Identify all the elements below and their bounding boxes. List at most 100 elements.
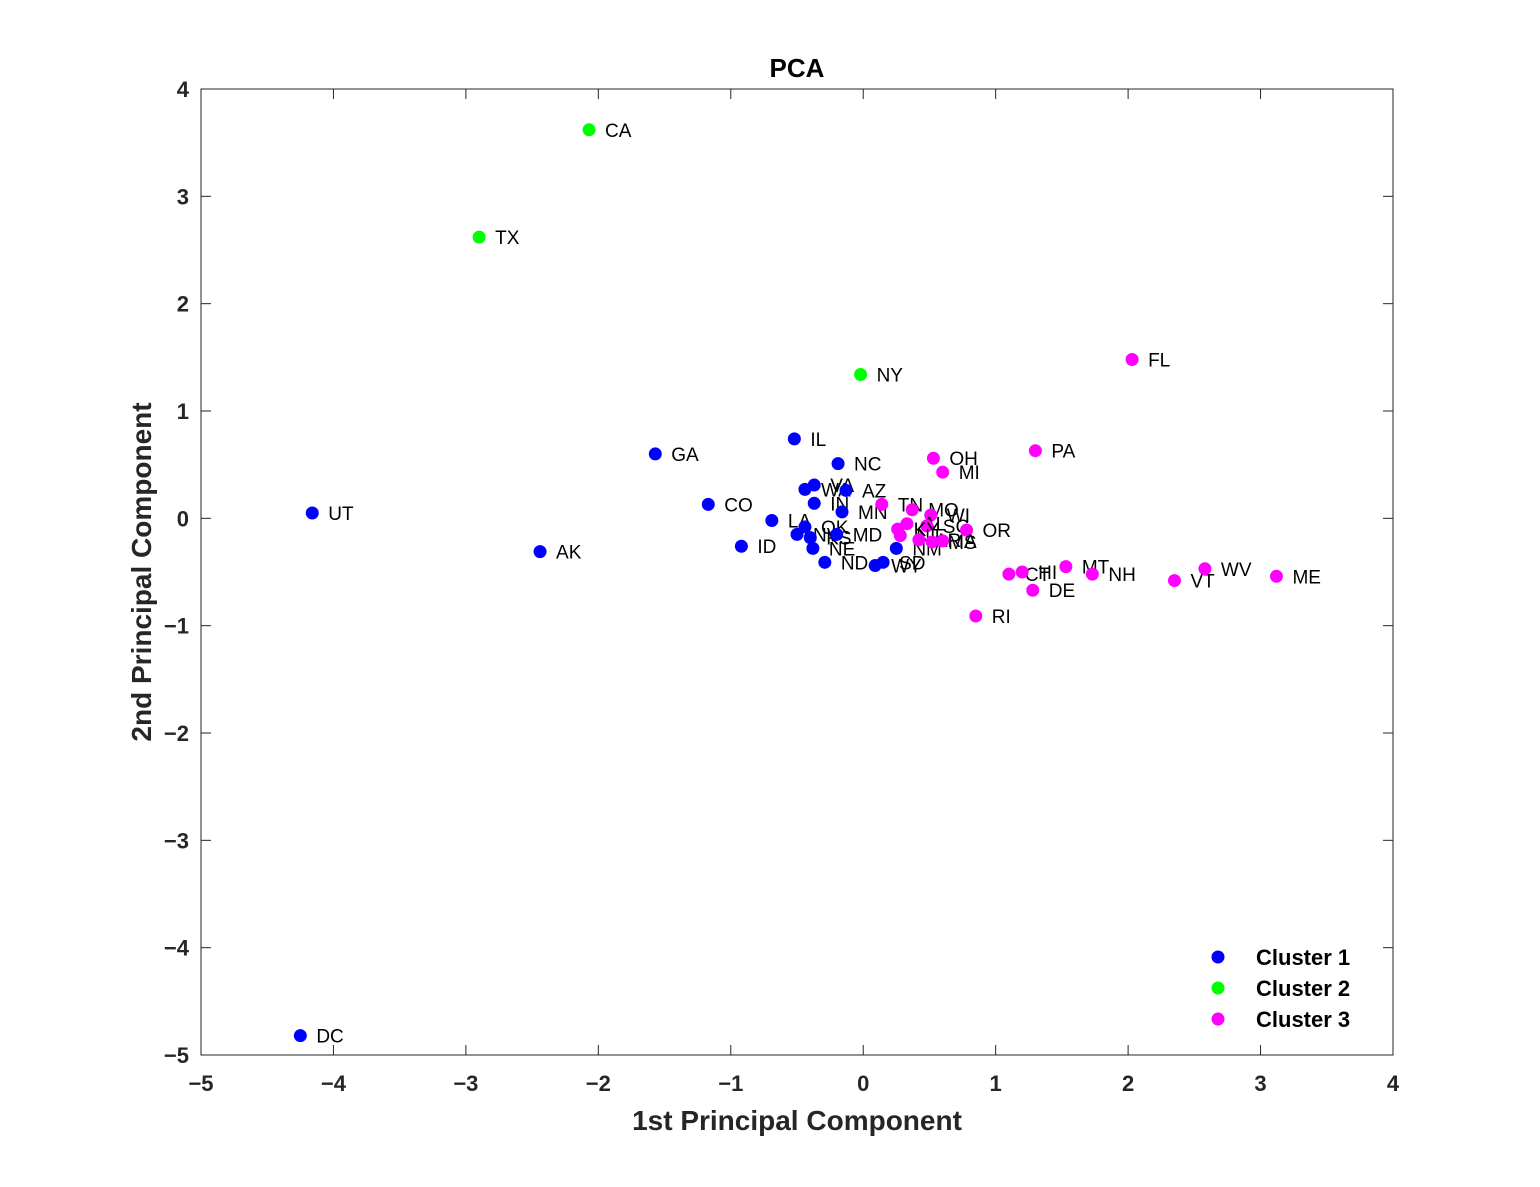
point-label-fl: FL	[1148, 350, 1170, 371]
x-tick-label: 4	[1387, 1071, 1400, 1096]
point-label-ri: RI	[992, 607, 1011, 628]
point-wa	[798, 482, 812, 496]
data-points: UTDCAKGACOIDLAILNCVAWAAZINMNOKNVKSMDNEND…	[293, 121, 1321, 1048]
axis-ticks: −5 −4 −3 −2 −1 0 1 2 3 4 −5 −4 −3 −2 −1 0 1 2 3 4	[164, 77, 1400, 1096]
chart-title: PCA	[770, 53, 825, 83]
legend: Cluster 1 Cluster 2 Cluster 3	[1211, 945, 1350, 1032]
point-label-id: ID	[757, 537, 776, 558]
point-nc	[831, 457, 845, 471]
point-vt	[1167, 574, 1181, 588]
point-label-nd: ND	[841, 553, 868, 574]
point-mo	[905, 503, 919, 517]
legend-label-cluster-3: Cluster 3	[1256, 1007, 1350, 1032]
point-nv	[790, 527, 804, 541]
point-label-ak: AK	[556, 543, 582, 564]
y-tick-label: −5	[164, 1043, 189, 1068]
point-label-mi: MI	[959, 463, 980, 484]
y-tick-label: 1	[177, 399, 189, 424]
point-az	[839, 483, 853, 497]
point-ny	[854, 368, 868, 382]
point-tx	[472, 230, 486, 244]
point-nj	[893, 529, 907, 543]
point-ct	[1002, 567, 1016, 581]
point-ak	[533, 545, 547, 559]
point-ut	[305, 506, 319, 520]
point-label-de: DE	[1049, 581, 1075, 602]
point-oh	[926, 451, 940, 465]
x-tick-label: 3	[1254, 1071, 1266, 1096]
point-wv	[1198, 562, 1212, 576]
point-ks	[803, 531, 817, 545]
point-nd	[818, 555, 832, 569]
legend-marker-cluster-1	[1211, 950, 1225, 964]
point-ia	[936, 534, 950, 548]
point-label-md: MD	[853, 525, 883, 546]
x-tick-label: 2	[1122, 1071, 1134, 1096]
legend-label-cluster-1: Cluster 1	[1256, 945, 1350, 970]
point-wi	[924, 508, 938, 522]
point-label-nh: NH	[1108, 565, 1135, 586]
y-tick-label: 3	[177, 184, 189, 209]
x-tick-label: −5	[188, 1071, 213, 1096]
plot-area	[200, 88, 1394, 1056]
legend-label-cluster-2: Cluster 2	[1256, 976, 1350, 1001]
x-tick-label: 1	[990, 1071, 1002, 1096]
point-sd	[876, 555, 890, 569]
point-or	[960, 523, 974, 537]
y-axis-label: 2nd Principal Component	[126, 402, 157, 741]
point-dc	[293, 1029, 307, 1043]
point-label-wv: WV	[1221, 560, 1252, 581]
point-pa	[1028, 444, 1042, 458]
point-label-vt: VT	[1190, 572, 1215, 593]
point-in	[807, 496, 821, 510]
point-ms	[925, 535, 939, 549]
point-me	[1269, 569, 1283, 583]
point-il	[787, 432, 801, 446]
x-axis-label: 1st Principal Component	[632, 1105, 962, 1136]
point-id	[734, 539, 748, 553]
point-label-sd: SD	[899, 553, 925, 574]
point-ga	[648, 447, 662, 461]
y-tick-label: 0	[177, 506, 189, 531]
point-mi	[936, 465, 950, 479]
point-mt	[1059, 560, 1073, 574]
point-nh	[1085, 567, 1099, 581]
x-tick-label: −3	[453, 1071, 478, 1096]
y-tick-label: −2	[164, 721, 189, 746]
point-ar	[912, 533, 926, 547]
y-tick-label: −3	[164, 828, 189, 853]
point-label-me: ME	[1292, 567, 1321, 588]
point-md	[830, 527, 844, 541]
point-label-ca: CA	[605, 121, 632, 142]
point-fl	[1125, 352, 1139, 366]
legend-marker-cluster-3	[1211, 1012, 1225, 1026]
point-label-ia: IA	[959, 532, 977, 553]
x-tick-label: −1	[718, 1071, 743, 1096]
point-tn	[875, 497, 889, 511]
x-tick-label: 0	[857, 1071, 869, 1096]
point-label-pa: PA	[1051, 442, 1075, 463]
point-label-ny: NY	[877, 366, 904, 387]
point-label-wy: WY	[891, 557, 922, 578]
point-label-nc: NC	[854, 455, 881, 476]
point-label-or: OR	[983, 521, 1012, 542]
point-label-ct: CT	[1025, 565, 1051, 586]
point-ca	[582, 123, 596, 137]
y-tick-label: 2	[177, 292, 189, 317]
point-label-il: IL	[810, 430, 826, 451]
x-tick-label: −2	[586, 1071, 611, 1096]
point-mn	[835, 505, 849, 519]
y-tick-label: 4	[177, 77, 190, 102]
point-label-tx: TX	[495, 228, 520, 249]
point-de	[1026, 583, 1040, 597]
point-label-ut: UT	[328, 504, 354, 525]
point-co	[701, 497, 715, 511]
point-label-ms: MS	[948, 533, 977, 554]
point-label-wi: WI	[947, 506, 970, 527]
point-label-az: AZ	[862, 481, 887, 502]
point-nm	[889, 541, 903, 555]
point-label-co: CO	[724, 495, 753, 516]
y-tick-label: −1	[164, 614, 189, 639]
point-hi	[1015, 565, 1029, 579]
